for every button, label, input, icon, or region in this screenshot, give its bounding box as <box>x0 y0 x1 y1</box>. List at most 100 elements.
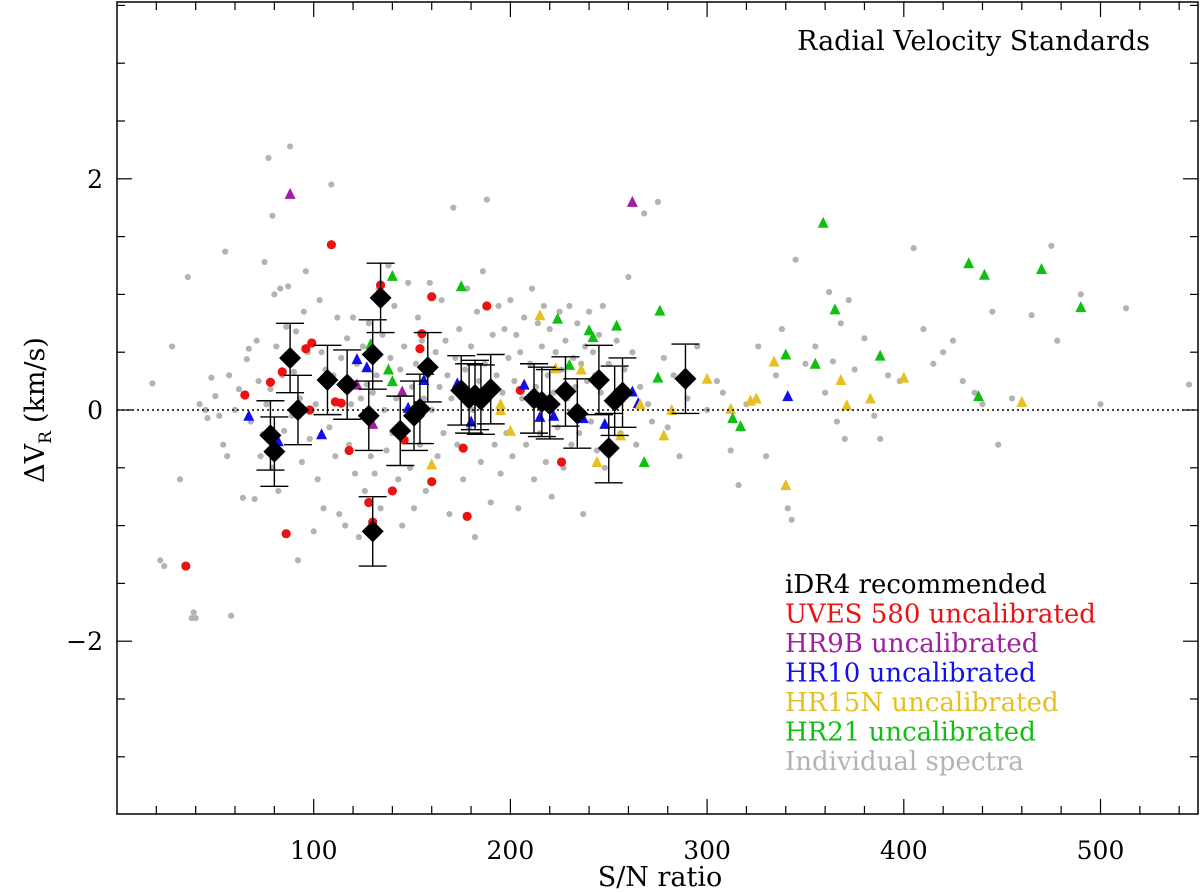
x-tick-label: 100 <box>290 836 338 865</box>
hr15n-uncalibrated-point <box>768 355 780 367</box>
individual-spectrum-point <box>792 256 799 263</box>
individual-spectrum-point <box>497 470 504 477</box>
individual-spectrum-point <box>216 412 223 419</box>
individual-spectrum-point <box>412 360 420 367</box>
svg-text:ΔVR(km/s): ΔVR (km/s) <box>20 337 56 483</box>
individual-spectrum-point <box>239 494 246 501</box>
individual-spectrum-point <box>294 557 302 564</box>
individual-spectrum-point <box>1097 401 1104 408</box>
individual-spectrum-point <box>397 366 404 373</box>
individual-spectrum-point <box>231 406 239 414</box>
individual-spectrum-point <box>440 430 447 437</box>
individual-spectrum-point <box>542 458 549 466</box>
individual-spectrum-point <box>371 470 378 477</box>
uves-580-uncalibrated-point <box>556 457 567 467</box>
individual-spectrum-point <box>930 360 937 367</box>
uves-580-uncalibrated-point <box>277 367 287 377</box>
individual-spectrum-point <box>460 476 467 483</box>
hr21-uncalibrated-point <box>638 456 650 468</box>
individual-spectrum-point <box>391 302 398 310</box>
individual-spectrum-point <box>349 314 357 321</box>
individual-spectrum-point <box>552 349 559 356</box>
individual-spectrum-point <box>613 337 620 344</box>
idr4-recommended-point <box>611 381 634 404</box>
hr10-uncalibrated-point <box>465 415 477 427</box>
individual-spectrum-point <box>405 279 412 286</box>
individual-spectrum-point <box>385 262 392 269</box>
individual-spectrum-point <box>1008 395 1016 402</box>
hr15n-uncalibrated-point <box>504 424 516 436</box>
individual-spectrum-point <box>444 372 451 379</box>
hr15n-uncalibrated-point <box>658 429 670 441</box>
individual-spectrum-point <box>884 372 892 379</box>
individual-spectrum-point <box>436 383 443 390</box>
individual-spectrum-point <box>220 441 227 448</box>
hr9b-uncalibrated-point <box>284 187 296 199</box>
individual-spectrum-point <box>784 505 791 512</box>
individual-spectrum-point <box>499 389 506 396</box>
idr4-recommended-point <box>416 356 439 379</box>
uves-580-uncalibrated-point <box>305 405 315 415</box>
individual-spectrum-point <box>361 487 368 495</box>
uves-580-uncalibrated-point <box>364 497 374 508</box>
individual-spectrum-point <box>1054 337 1061 344</box>
individual-spectrum-point <box>312 401 319 408</box>
idr4-recommended-point <box>587 368 610 391</box>
individual-spectrum-point <box>355 534 363 541</box>
individual-spectrum-point <box>263 401 270 408</box>
individual-spectrum-point <box>275 487 282 495</box>
hr10-uncalibrated-point <box>418 373 430 385</box>
hr21-uncalibrated-point <box>611 319 623 331</box>
hr21-uncalibrated-point <box>780 348 792 360</box>
uves-580-uncalibrated-point <box>336 398 346 408</box>
individual-spectrum-point <box>373 372 380 379</box>
individual-spectrum-point <box>302 268 309 275</box>
hr21-uncalibrated-point <box>1035 262 1047 274</box>
individual-spectrum-point <box>788 516 795 523</box>
individual-spectrum-point <box>387 354 394 362</box>
individual-spectrum-point <box>802 360 809 367</box>
individual-spectrum-point <box>727 447 734 454</box>
individual-spectrum-point <box>462 366 469 373</box>
individual-spectrum-point <box>318 349 325 356</box>
idr4-recommended-point <box>479 378 502 401</box>
hr10-uncalibrated-point <box>243 409 255 421</box>
individual-spectrum-point <box>641 210 648 217</box>
hr21-uncalibrated-point <box>552 312 564 324</box>
legend-entry: HR21 uncalibrated <box>785 718 1036 748</box>
uves-580-uncalibrated-point <box>326 240 337 250</box>
individual-spectrum-point <box>342 522 349 529</box>
y-axis-label-sub: R <box>36 430 56 444</box>
individual-spectrum-point <box>314 476 321 483</box>
individual-spectrum-point <box>471 534 479 541</box>
legend-entry: HR15N uncalibrated <box>785 688 1059 718</box>
individual-spectrum-point <box>190 609 197 616</box>
individual-spectrum-point <box>644 401 652 408</box>
individual-spectrum-point <box>530 476 538 483</box>
individual-spectrum-point <box>479 268 486 275</box>
hr21-uncalibrated-point <box>382 363 394 375</box>
uves-580-uncalibrated-point <box>427 477 437 487</box>
individual-spectrum-point <box>316 297 323 304</box>
individual-spectrum-point <box>383 447 390 454</box>
individual-spectrum-point <box>224 453 231 460</box>
individual-spectrum-point <box>837 320 844 327</box>
individual-spectrum-point <box>432 349 439 356</box>
hr21-uncalibrated-point <box>587 331 599 343</box>
hr10-uncalibrated-point <box>518 378 530 390</box>
individual-spectrum-point <box>523 441 530 448</box>
individual-spectrum-point <box>910 245 917 252</box>
individual-spectrum-point <box>328 181 335 188</box>
individual-spectrum-point <box>442 337 449 344</box>
individual-spectrum-point <box>493 372 500 379</box>
hr15n-uncalibrated-point <box>1016 395 1028 407</box>
individual-spectrum-point <box>845 297 852 304</box>
idr4-recommended-point <box>597 437 620 460</box>
hr15n-uncalibrated-point <box>841 399 853 411</box>
individual-spectrum-point <box>286 143 294 150</box>
individual-spectrum-point <box>438 297 445 304</box>
individual-spectrum-point <box>310 528 317 535</box>
idr4-recommended-point <box>263 440 286 463</box>
individual-spectrum-point <box>367 453 374 460</box>
